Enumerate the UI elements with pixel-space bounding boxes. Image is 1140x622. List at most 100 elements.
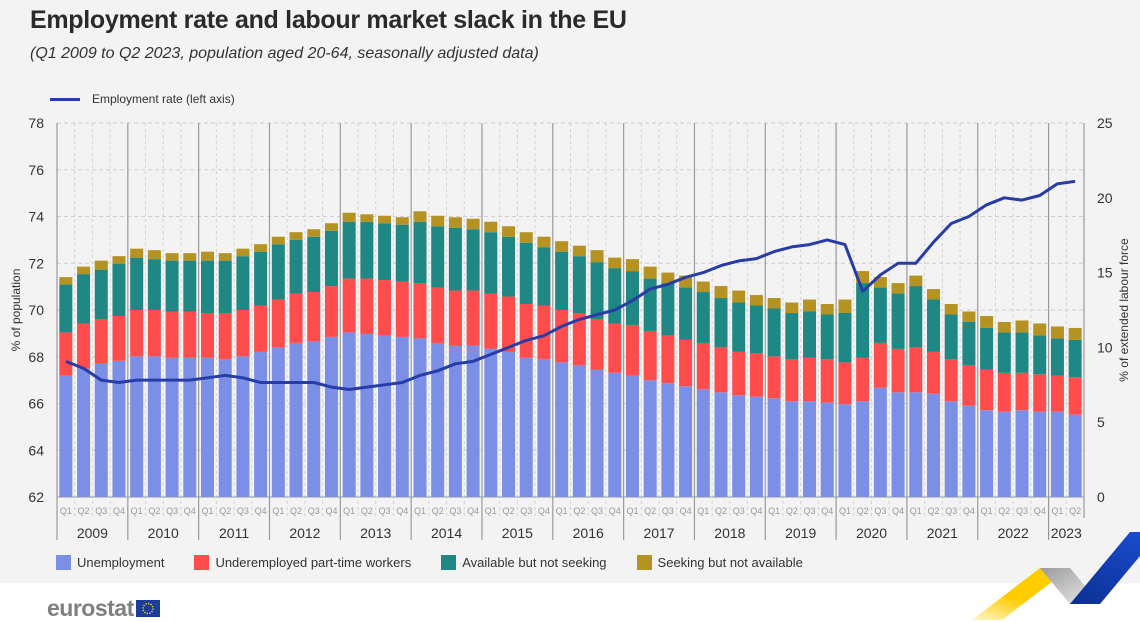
bar-underemployed-part-time-workers — [130, 310, 144, 357]
quarter-tick-label: Q1 — [485, 506, 497, 516]
bar-seeking-but-not-available — [360, 214, 374, 222]
bar-unemployment — [590, 369, 604, 497]
employment-rate-line — [65, 179, 1076, 391]
bar-unemployment — [820, 402, 834, 497]
bar-underemployed-part-time-workers — [59, 332, 73, 376]
bar-seeking-but-not-available — [378, 215, 392, 224]
eurostat-logo: eurostat — [47, 595, 160, 622]
bar-underemployed-part-time-workers — [661, 335, 675, 384]
bar-unemployment — [944, 401, 958, 497]
year-label: 2014 — [431, 525, 462, 541]
bar-underemployed-part-time-workers — [431, 287, 445, 343]
bar-seeking-but-not-available — [838, 299, 852, 313]
bar-underemployed-part-time-workers — [77, 323, 91, 369]
bar-underemployed-part-time-workers — [696, 342, 710, 390]
quarter-tick-label: Q3 — [166, 506, 178, 516]
bar-available-but-not-seeking — [873, 287, 887, 343]
quarter-tick-label: Q4 — [325, 506, 337, 516]
bar-seeking-but-not-available — [466, 218, 480, 230]
bar-available-but-not-seeking — [980, 327, 994, 370]
bar-available-but-not-seeking — [838, 312, 852, 363]
bar-available-but-not-seeking — [891, 293, 905, 349]
quarter-tick-label: Q4 — [680, 506, 692, 516]
bar-unemployment — [431, 342, 445, 497]
bar-seeking-but-not-available — [1068, 327, 1082, 340]
quarter-tick-label: Q4 — [963, 506, 975, 516]
decorative-ribbon-icon — [972, 532, 1140, 620]
quarter-tick-label: Q1 — [1051, 506, 1063, 516]
bar-seeking-but-not-available — [696, 281, 710, 293]
bar-unemployment — [555, 362, 569, 497]
bar-available-but-not-seeking — [147, 259, 161, 310]
bar-seeking-but-not-available — [749, 295, 763, 306]
bar-available-but-not-seeking — [378, 223, 392, 281]
bar-underemployed-part-time-workers — [201, 312, 215, 358]
bar-available-but-not-seeking — [236, 256, 250, 310]
bar-unemployment — [502, 351, 516, 497]
bar-unemployment — [997, 411, 1011, 497]
bar-seeking-but-not-available — [59, 277, 73, 285]
legend-item-available-not-seeking: Available but not seeking — [441, 555, 607, 570]
quarter-tick-label: Q1 — [556, 506, 568, 516]
bar-available-but-not-seeking — [360, 221, 374, 279]
year-label: 2010 — [148, 525, 179, 541]
left-tick-label: 70 — [28, 302, 44, 318]
bar-underemployed-part-time-workers — [625, 324, 639, 376]
bar-seeking-but-not-available — [307, 229, 321, 237]
bar-underemployed-part-time-workers — [803, 357, 817, 402]
bar-available-but-not-seeking — [997, 332, 1011, 373]
quarter-tick-label: Q2 — [503, 506, 515, 516]
bar-available-but-not-seeking — [767, 308, 781, 357]
bar-underemployed-part-time-workers — [785, 359, 799, 402]
quarter-tick-label: Q2 — [219, 506, 231, 516]
bar-underemployed-part-time-workers — [236, 310, 250, 357]
quarter-tick-label: Q1 — [131, 506, 143, 516]
year-label: 2023 — [1051, 525, 1082, 541]
bar-seeking-but-not-available — [112, 256, 126, 264]
bar-seeking-but-not-available — [289, 232, 303, 240]
bar-underemployed-part-time-workers — [679, 339, 693, 387]
bar-underemployed-part-time-workers — [484, 293, 498, 349]
bar-unemployment — [838, 404, 852, 497]
bar-underemployed-part-time-workers — [590, 318, 604, 370]
bar-available-but-not-seeking — [555, 251, 569, 310]
year-label: 2011 — [219, 525, 249, 541]
bar-unemployment — [661, 383, 675, 497]
left-tick-label: 72 — [28, 255, 44, 271]
bar-underemployed-part-time-workers — [1050, 375, 1064, 412]
bar-underemployed-part-time-workers — [342, 278, 356, 333]
bar-available-but-not-seeking — [519, 242, 533, 305]
bar-unemployment — [803, 401, 817, 497]
bar-available-but-not-seeking — [165, 260, 179, 312]
bar-seeking-but-not-available — [767, 298, 781, 309]
quarter-tick-label: Q1 — [60, 506, 72, 516]
bar-unemployment — [732, 395, 746, 497]
quarter-tick-label: Q3 — [520, 506, 532, 516]
bar-underemployed-part-time-workers — [1033, 374, 1047, 412]
bar-available-but-not-seeking — [962, 321, 976, 366]
quarter-tick-label: Q2 — [927, 506, 939, 516]
quarter-tick-label: Q2 — [998, 506, 1010, 516]
bar-seeking-but-not-available — [679, 275, 693, 288]
quarter-tick-label: Q2 — [1069, 506, 1081, 516]
bar-underemployed-part-time-workers — [307, 292, 321, 342]
bar-unemployment — [395, 336, 409, 497]
bar-seeking-but-not-available — [962, 311, 976, 322]
year-label: 2009 — [77, 525, 108, 541]
bar-underemployed-part-time-workers — [112, 315, 126, 361]
bar-underemployed-part-time-workers — [572, 312, 586, 366]
year-label: 2021 — [927, 525, 958, 541]
bar-seeking-but-not-available — [555, 241, 569, 252]
chart-title: Employment rate and labour market slack … — [30, 6, 627, 34]
bar-unemployment — [1015, 410, 1029, 497]
bar-available-but-not-seeking — [431, 226, 445, 288]
left-tick-label: 74 — [28, 209, 44, 225]
bar-available-but-not-seeking — [254, 251, 268, 306]
bar-seeking-but-not-available — [324, 223, 338, 231]
bar-seeking-but-not-available — [590, 250, 604, 263]
year-label: 2020 — [856, 525, 887, 541]
bar-underemployed-part-time-workers — [926, 351, 940, 394]
logo-text: eurostat — [47, 595, 134, 621]
bar-unemployment — [519, 357, 533, 497]
bar-available-but-not-seeking — [749, 305, 763, 354]
